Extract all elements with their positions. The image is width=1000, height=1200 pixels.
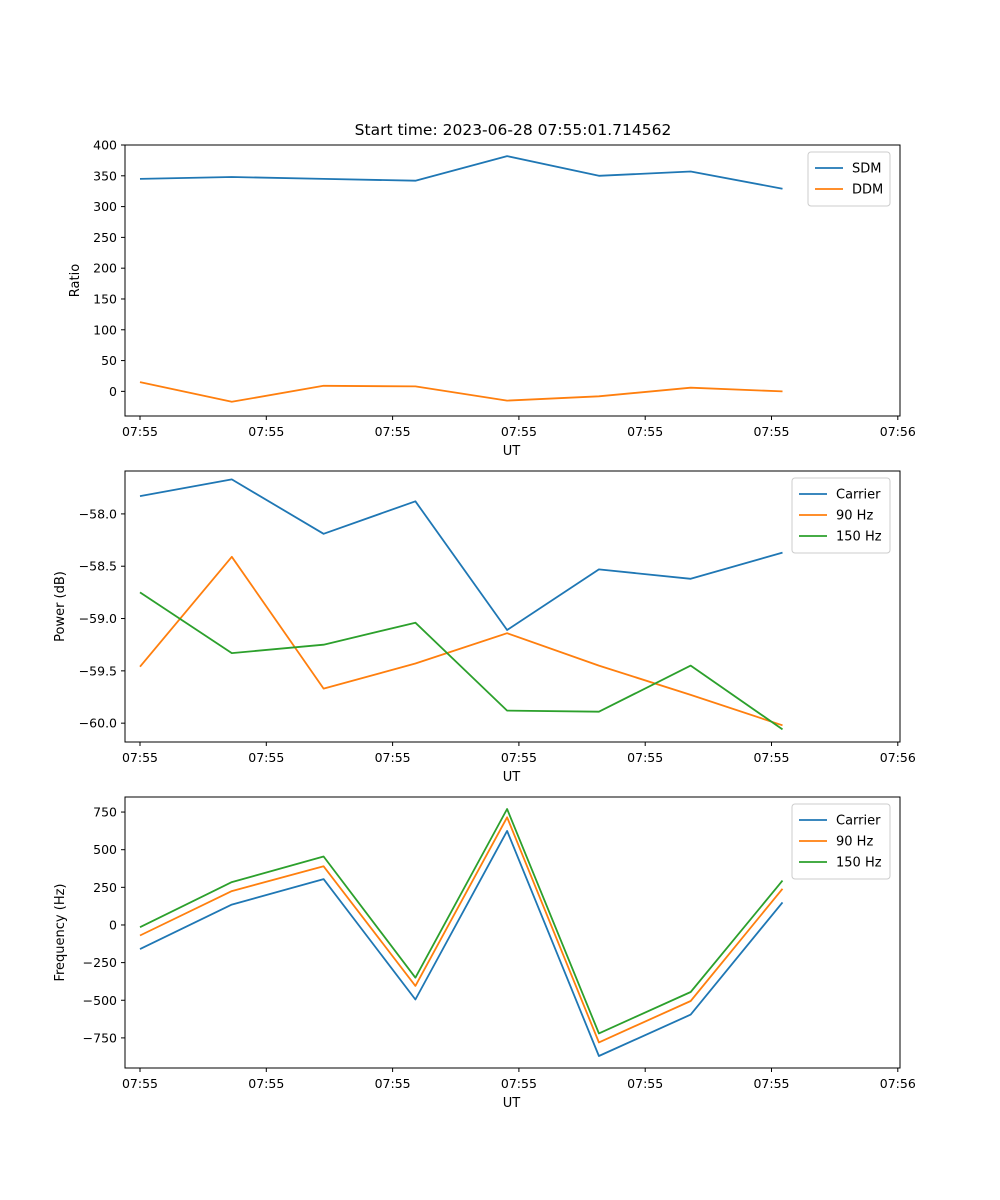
y-tick-label: 250: [93, 880, 117, 895]
legend-label: Carrier: [836, 488, 881, 503]
series-line-90-hz: [139, 555, 783, 727]
y-tick-label: −750: [83, 1030, 117, 1045]
x-tick-label: 07:56: [880, 1076, 916, 1091]
legend-label: 90 Hz: [836, 835, 873, 850]
plot-area-frame: [124, 796, 901, 1069]
plot-area-frame: [124, 144, 901, 417]
x-tick-label: 07:56: [880, 750, 916, 765]
chart-title: Start time: 2023-06-28 07:55:01.714562: [355, 121, 672, 139]
x-tick-label: 07:55: [122, 1076, 158, 1091]
y-tick-label: 0: [109, 917, 117, 932]
x-tick-label: 07:55: [248, 750, 284, 765]
panels: 07:55 07:55 07:55 07:55 07:55 07:55 07:56 0 50 10…: [53, 138, 916, 1112]
y-tick-label: 0: [109, 384, 117, 399]
legend: Carrier 90 Hz 150 Hz: [791, 477, 891, 554]
legend-label: DDM: [852, 183, 883, 198]
y-tick-label: 50: [101, 353, 117, 368]
x-tick-label: 07:55: [501, 424, 537, 439]
legend-label: 90 Hz: [836, 509, 873, 524]
x-axis-label: UT: [503, 444, 521, 459]
x-tick-label: 07:55: [501, 1076, 537, 1091]
series-line-carrier: [139, 830, 784, 1057]
x-tick-label: 07:55: [248, 424, 284, 439]
y-tick-label: 150: [93, 291, 117, 306]
y-tick-label: 300: [93, 199, 117, 214]
x-tick-label: 07:55: [501, 750, 537, 765]
y-axis-label: Frequency (Hz): [53, 883, 68, 981]
legend-box: [791, 477, 891, 554]
x-tick-label: 07:56: [880, 424, 916, 439]
y-tick-label: −58.0: [79, 506, 117, 521]
y-tick-label: 500: [93, 842, 117, 857]
x-tick-label: 07:55: [122, 424, 158, 439]
legend: SDM DDM: [807, 151, 891, 207]
x-axis-label: UT: [503, 1096, 521, 1111]
y-tick-label: −59.0: [79, 611, 117, 626]
y-tick-label: −250: [83, 955, 117, 970]
legend-box: [807, 151, 891, 207]
y-axis-label: Power (dB): [53, 571, 68, 642]
legend-label: SDM: [852, 162, 881, 177]
series-line-carrier: [139, 478, 783, 631]
x-axis-label: UT: [503, 770, 521, 785]
legend-label: Carrier: [836, 814, 881, 829]
x-tick-label: 07:55: [248, 1076, 284, 1091]
x-tick-label: 07:55: [627, 424, 663, 439]
x-tick-label: 07:55: [375, 750, 411, 765]
series-line-90-hz: [139, 816, 784, 1044]
legend-label: 150 Hz: [836, 530, 882, 545]
y-tick-label: 200: [93, 261, 117, 276]
y-tick-label: 400: [93, 138, 117, 153]
panel-2: 07:55 07:55 07:55 07:55 07:55 07:55 07:56 −58.0…: [53, 470, 916, 785]
x-tick-label: 07:55: [753, 750, 789, 765]
x-tick-label: 07:55: [122, 750, 158, 765]
plot-area-frame: [124, 470, 901, 743]
series-line-150-hz: [139, 591, 784, 731]
series-line-ddm: [139, 381, 783, 403]
series-line-sdm: [139, 155, 783, 190]
y-tick-label: −59.5: [79, 663, 117, 678]
y-tick-label: 350: [93, 168, 117, 183]
y-tick-label: −58.5: [79, 559, 117, 574]
y-tick-label: −500: [83, 993, 117, 1008]
x-tick-label: 07:55: [753, 1076, 789, 1091]
y-axis-label: Ratio: [68, 264, 83, 297]
x-tick-label: 07:55: [375, 424, 411, 439]
x-tick-label: 07:55: [753, 424, 789, 439]
x-tick-label: 07:55: [627, 1076, 663, 1091]
legend-label: 150 Hz: [836, 856, 882, 871]
y-tick-label: −60.0: [79, 716, 117, 731]
y-tick-label: 100: [93, 322, 117, 337]
x-tick-label: 07:55: [375, 1076, 411, 1091]
panel-1: 07:55 07:55 07:55 07:55 07:55 07:55 07:56 0 50 10…: [68, 138, 916, 460]
legend-box: [791, 803, 891, 880]
y-tick-label: 750: [93, 805, 117, 820]
series-line-150-hz: [139, 808, 784, 1035]
y-tick-label: 250: [93, 230, 117, 245]
x-tick-label: 07:55: [627, 750, 663, 765]
panel-3: 07:55 07:55 07:55 07:55 07:55 07:55 07:56 750 50…: [53, 796, 916, 1111]
legend: Carrier 90 Hz 150 Hz: [791, 803, 891, 880]
